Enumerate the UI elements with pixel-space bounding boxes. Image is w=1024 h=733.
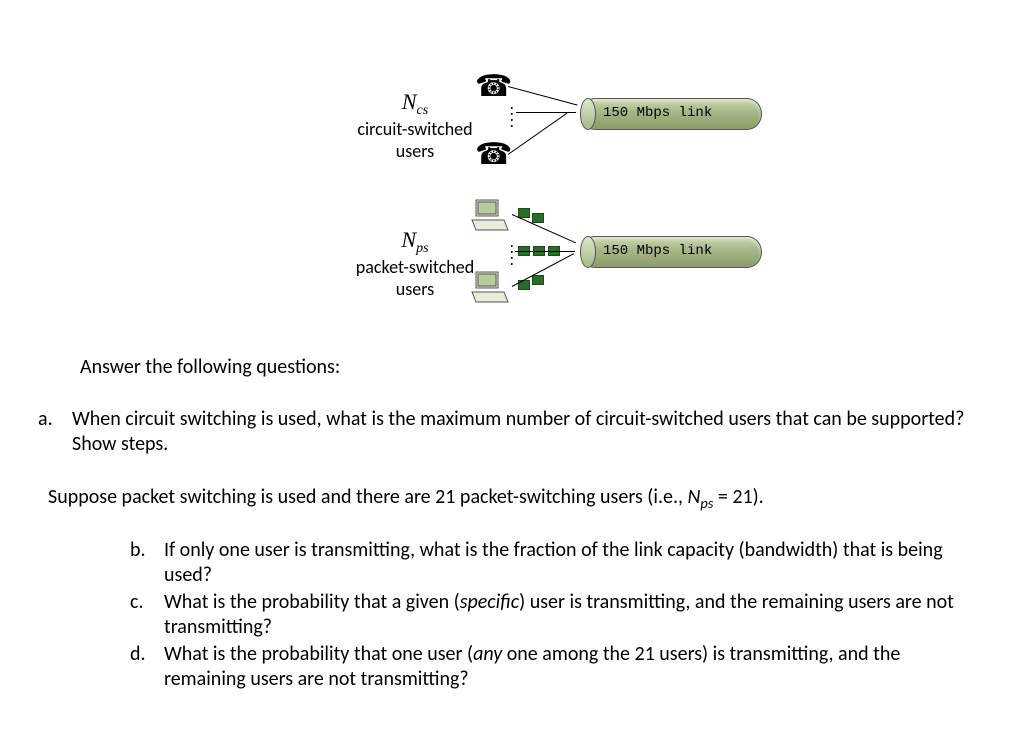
link-pipe-cs: 150 Mbps link <box>580 98 762 130</box>
q-body-d: What is the probability that one user (a… <box>164 642 974 692</box>
question-d: d. What is the probability that one user… <box>130 642 974 692</box>
d-italic: any <box>473 642 502 666</box>
q-letter-b: b. <box>130 538 164 588</box>
pipe1-label: 150 Mbps link <box>603 105 712 121</box>
question-c: c. What is the probability that a given … <box>130 590 974 640</box>
network-diagram: Ncs circuit-switched users ☎ ☎ ···· 150 … <box>0 0 1024 330</box>
phone-icon: ☎ <box>475 140 512 170</box>
suppose-post: = 21). <box>713 485 763 509</box>
phone-icon: ☎ <box>475 72 512 102</box>
connection-line <box>515 251 575 252</box>
prompt-text: Answer the following questions: <box>80 355 974 379</box>
suppose-N: N <box>688 485 701 509</box>
q-letter-a: a. <box>38 407 72 457</box>
q-body-c: What is the probability that a given (sp… <box>164 590 974 640</box>
question-b: b. If only one user is transmitting, wha… <box>130 538 974 588</box>
d-pre: What is the probability that one user ( <box>164 642 473 666</box>
ps-line2: users <box>396 278 434 300</box>
connection-line <box>508 113 568 155</box>
connection-line <box>508 86 578 106</box>
computer-icon <box>470 198 510 233</box>
suppose-pre: Suppose packet switching is used and the… <box>48 485 688 509</box>
cs-users-label: Ncs circuit-switched users <box>345 90 485 162</box>
ps-sub: ps <box>416 241 428 256</box>
suppose-sub: ps <box>700 494 713 512</box>
c-italic: specific <box>460 590 519 614</box>
ps-line1: packet-switched <box>356 256 474 278</box>
packet-icon <box>532 275 544 285</box>
ps-users-label: Nps packet-switched users <box>345 228 485 300</box>
vertical-dots: ···· <box>510 243 514 267</box>
connection-line <box>516 112 576 113</box>
vertical-dots: ···· <box>510 105 514 129</box>
cs-sub: cs <box>417 103 429 118</box>
suppose-line: Suppose packet switching is used and the… <box>48 485 974 512</box>
cs-N: N <box>402 89 417 114</box>
cs-line1: circuit-switched <box>357 118 472 140</box>
cs-line2: users <box>396 140 434 162</box>
q-letter-d: d. <box>130 642 164 692</box>
pipe2-label: 150 Mbps link <box>603 243 712 259</box>
computer-icon <box>470 270 510 305</box>
q-body-a: When circuit switching is used, what is … <box>72 407 974 457</box>
q-body-b: If only one user is transmitting, what i… <box>164 538 974 588</box>
packet-icon <box>532 213 544 223</box>
question-a: a. When circuit switching is used, what … <box>38 407 974 457</box>
link-pipe-ps: 150 Mbps link <box>580 236 762 268</box>
c-pre: What is the probability that a given ( <box>164 590 460 614</box>
questions-body: Answer the following questions: a. When … <box>0 355 1024 692</box>
ps-N: N <box>401 227 416 252</box>
q-letter-c: c. <box>130 590 164 640</box>
